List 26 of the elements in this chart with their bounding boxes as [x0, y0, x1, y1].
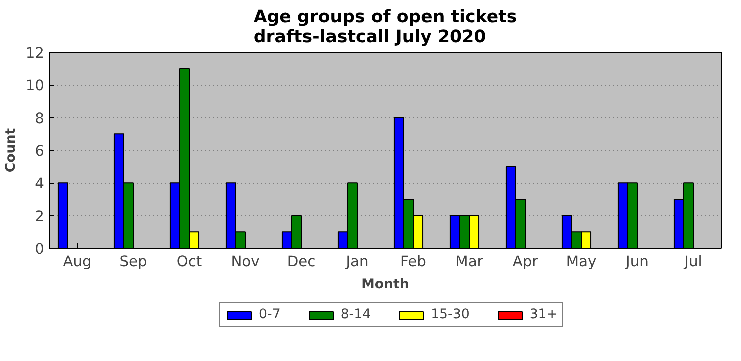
x-tick-label: Sep [120, 254, 148, 270]
chart-title: Age groups of open tickets drafts-lastcall July 2020 [254, 8, 518, 48]
legend-label: 8-14 [340, 308, 372, 322]
legend-label: 31+ [530, 308, 558, 322]
y-tick-label: 4 [35, 176, 45, 193]
y-tick-label: 2 [35, 208, 45, 226]
x-tick-label: Jan [345, 254, 369, 270]
y-tick-label: 8 [35, 110, 45, 128]
y-tick-label: 10 [26, 78, 45, 95]
legend-label: 0-7 [259, 308, 281, 322]
x-tick-label: Jun [625, 254, 649, 270]
x-tick-label: Feb [400, 254, 426, 270]
x-tick-label: Nov [231, 254, 260, 270]
y-tick-label: 0 [35, 241, 45, 258]
x-tick-label: May [566, 254, 597, 270]
y-tick-label: 6 [35, 143, 45, 160]
x-tick-label: Oct [176, 254, 202, 270]
x-tick-label: Mar [456, 254, 484, 270]
legend-label: 15-30 [431, 308, 470, 322]
x-tick-label: Jul [684, 254, 702, 270]
y-axis-title: Count [4, 128, 19, 173]
x-tick-label: Apr [512, 254, 540, 270]
x-axis-title: Month [362, 278, 410, 292]
y-tick-label: 12 [26, 45, 45, 62]
x-tick-label: Dec [287, 254, 316, 270]
x-tick-label: Aug [63, 254, 92, 270]
